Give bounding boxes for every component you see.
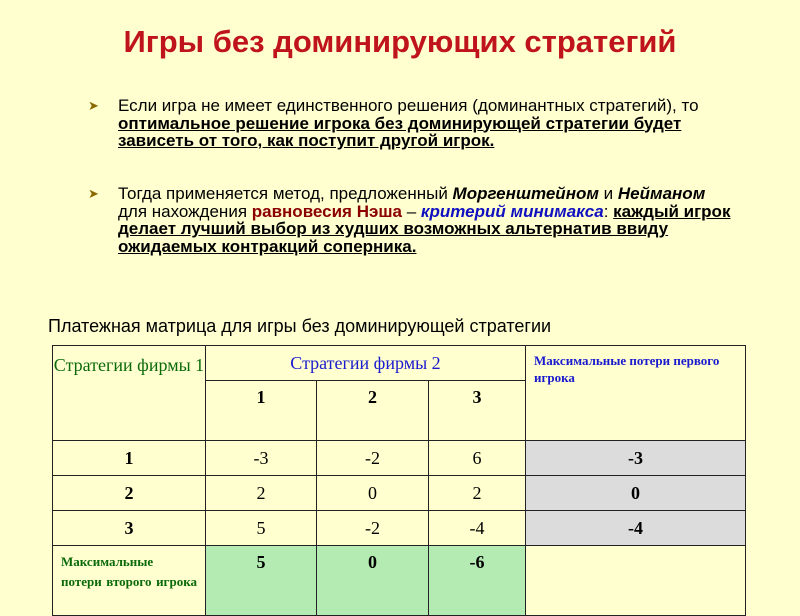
minimax-term: критерий минимакса xyxy=(420,201,604,221)
firm2-header: Стратегии фирмы 2 xyxy=(205,345,526,381)
author-name: Моргенштейном xyxy=(452,184,599,203)
payoff-cell: 2 xyxy=(205,475,317,511)
table-row: 2 2 0 2 0 xyxy=(52,475,746,511)
payoff-cell: -4 xyxy=(428,510,526,546)
payoff-cell: 5 xyxy=(205,510,317,546)
column-header: 2 xyxy=(316,380,429,441)
colon: : xyxy=(603,201,614,221)
row-label: 1 xyxy=(52,440,206,476)
bullet-emphasis: каждый игрок делает лучший выбор из худш… xyxy=(118,201,731,256)
bullet-1: ➤ Если игра не имеет единственного решен… xyxy=(88,97,738,150)
max-loss-second-cell: 5 xyxy=(205,545,317,616)
payoff-cell: 2 xyxy=(428,475,526,511)
max-loss-second-cell: 0 xyxy=(316,545,429,616)
firm1-header: Стратегии фирмы 1 xyxy=(52,345,206,441)
bullet-text: для нахождения xyxy=(118,201,252,221)
max-loss-second-cell: -6 xyxy=(428,545,526,616)
arrow-bullet-icon: ➤ xyxy=(88,186,99,201)
author-name: Нейманом xyxy=(617,184,706,203)
max-loss-cell: -3 xyxy=(525,440,746,476)
payoff-cell: -3 xyxy=(205,440,317,476)
slide-title: Игры без доминирующих стратегий xyxy=(123,24,677,59)
row-label: 2 xyxy=(52,475,206,511)
nash-equilibrium-term: равновесия Нэша xyxy=(251,201,402,221)
matrix-caption: Платежная матрица для игры без доминирую… xyxy=(48,316,552,336)
bullet-2: ➤ Тогда применяется метод, предложенный … xyxy=(88,185,738,255)
payoff-matrix: Стратегии фирмы 1 Стратегии фирмы 2 Макс… xyxy=(52,345,746,616)
max-loss-second-header: Максимальные потери второго игрока xyxy=(52,545,206,616)
table-row: Максимальные потери второго игрока 5 0 -… xyxy=(52,545,746,616)
column-header: 3 xyxy=(428,380,526,441)
column-header: 1 xyxy=(205,380,317,441)
max-loss-first-header: Максимальные потери первого игрока xyxy=(525,345,746,441)
payoff-cell: -2 xyxy=(316,440,429,476)
table-row: 1 -3 -2 6 -3 xyxy=(52,440,746,476)
row-label: 3 xyxy=(52,510,206,546)
max-loss-cell: 0 xyxy=(525,475,746,511)
bullet-text: Если игра не имеет единственного решения… xyxy=(118,96,699,115)
table-row: 3 5 -2 -4 -4 xyxy=(52,510,746,546)
max-loss-cell: -4 xyxy=(525,510,746,546)
payoff-cell: 0 xyxy=(316,475,429,511)
empty-cell xyxy=(525,545,746,616)
bullet-text: и xyxy=(598,184,618,203)
payoff-cell: 6 xyxy=(428,440,526,476)
bullet-emphasis: оптимальное решение игрока без доминирую… xyxy=(118,113,682,150)
payoff-cell: -2 xyxy=(316,510,429,546)
arrow-bullet-icon: ➤ xyxy=(88,98,99,113)
bullet-text: Тогда применяется метод, предложенный xyxy=(118,184,453,203)
dash: – xyxy=(402,201,421,221)
